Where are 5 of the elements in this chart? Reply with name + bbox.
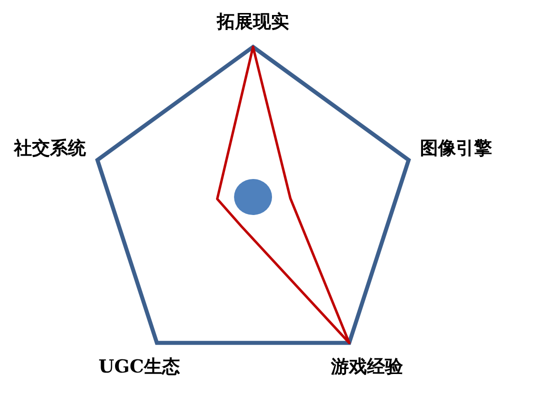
spoke-label: UGC生态 [98, 356, 180, 378]
spoke-label: 社交系统 [13, 138, 88, 159]
spoke-label: 拓展现实 [216, 11, 290, 32]
spoke-label: 游戏经验 [330, 356, 404, 378]
spoke-label: 图像引擎 [420, 138, 494, 159]
